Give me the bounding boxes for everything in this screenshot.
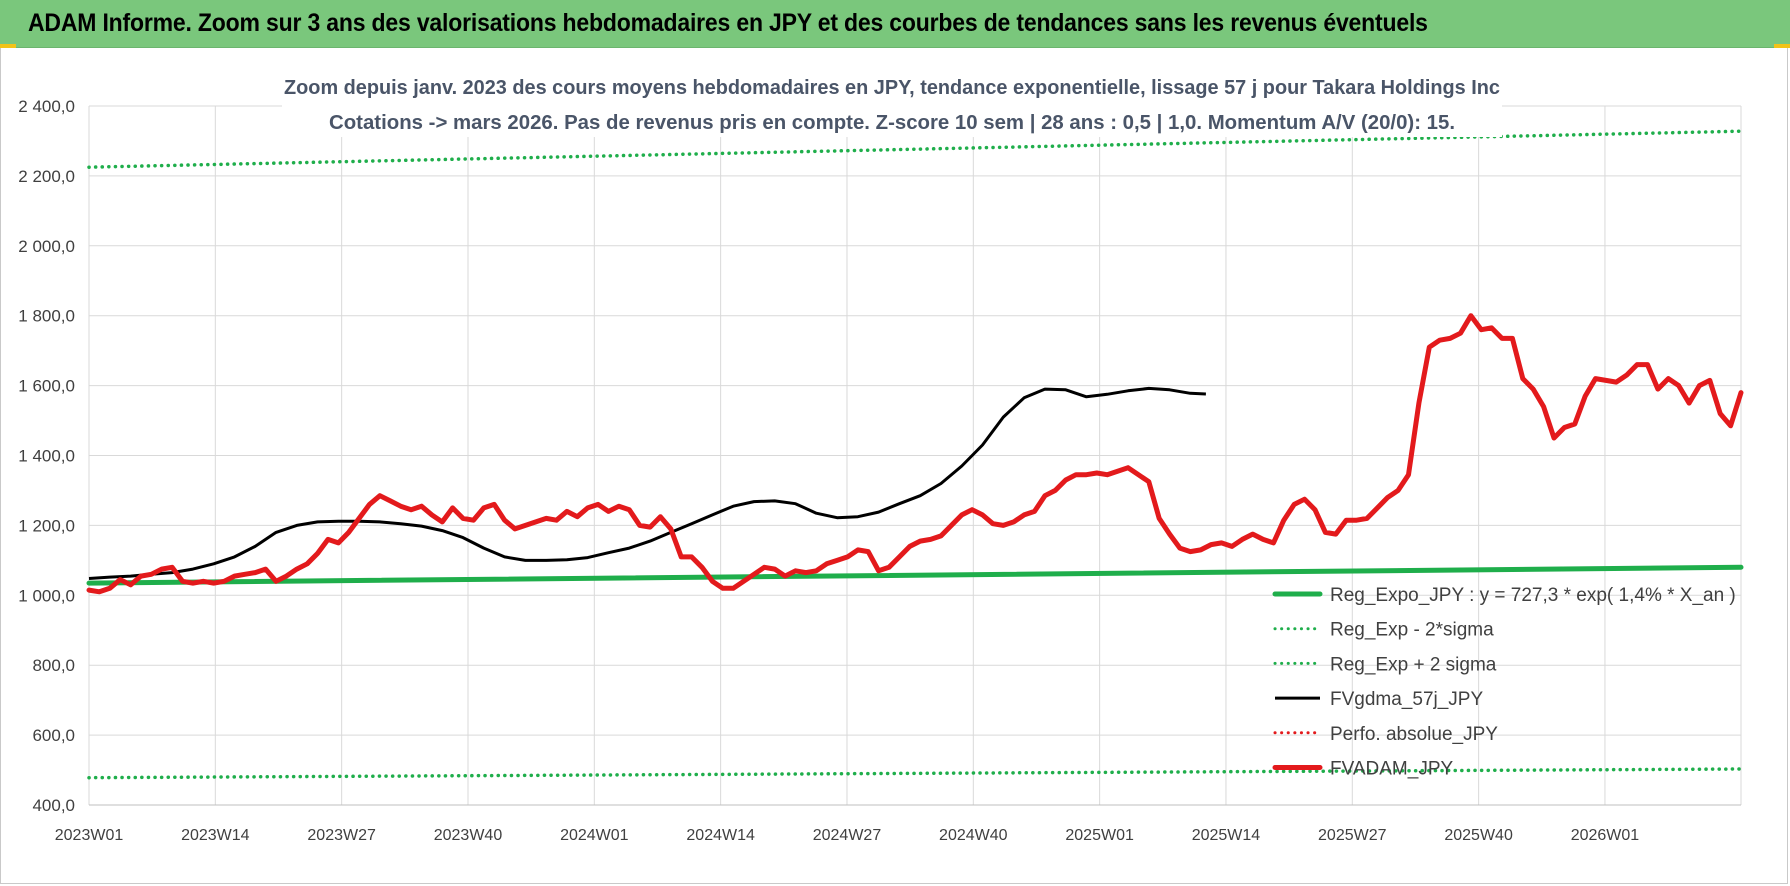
legend-label-4: Perfo. absolue_JPY	[1330, 724, 1498, 745]
y-tick-label: 400,0	[32, 796, 75, 815]
legend-label-1: Reg_Exp - 2*sigma	[1330, 620, 1494, 641]
x-axis-ticks: 2023W01 2023W14 2023W27 2023W40 2024W01 2024W…	[55, 827, 1640, 844]
x-tick-label: 2023W14	[181, 827, 250, 844]
y-tick-label: 800,0	[32, 656, 75, 675]
x-tick-label: 2024W40	[939, 827, 1008, 844]
page-title: ADAM Informe. Zoom sur 3 ans des valoris…	[28, 9, 1428, 37]
x-tick-label: 2024W14	[686, 827, 755, 844]
x-tick-label: 2023W01	[55, 827, 124, 844]
x-tick-label: 2026W01	[1571, 827, 1640, 844]
x-tick-label: 2023W40	[434, 827, 503, 844]
y-tick-label: 1 600,0	[18, 377, 75, 396]
x-tick-label: 2024W01	[560, 827, 629, 844]
series-line-1	[87, 767, 1743, 780]
x-tick-label: 2024W27	[813, 827, 882, 844]
series-layer	[86, 129, 1744, 780]
x-tick-label: 2025W14	[1192, 827, 1261, 844]
grid-lines	[88, 105, 1742, 806]
chart-title-line2: Cotations -> mars 2026. Pas de revenus p…	[329, 112, 1455, 134]
corner-mark-right	[1774, 44, 1790, 48]
header-banner: ADAM Informe. Zoom sur 3 ans des valoris…	[0, 0, 1790, 48]
y-axis-ticks: 400,0 600,0 800,0 1 000,0 1 200,0 1 400,0 1 60…	[18, 97, 75, 815]
y-tick-label: 2 000,0	[18, 237, 75, 256]
series-line-5	[86, 313, 1744, 595]
y-tick-label: 1 400,0	[18, 447, 75, 466]
y-tick-label: 2 400,0	[18, 97, 75, 116]
y-tick-label: 1 000,0	[18, 586, 75, 605]
legend-label-3: FVgdma_57j_JPY	[1330, 689, 1483, 710]
chart-title-line1: Zoom depuis janv. 2023 des cours moyens …	[284, 77, 1500, 99]
y-tick-label: 1 800,0	[18, 307, 75, 326]
x-tick-label: 2023W27	[307, 827, 376, 844]
title-backdrop	[282, 67, 1502, 137]
series-line-0	[86, 564, 1744, 586]
x-tick-label: 2025W27	[1318, 827, 1387, 844]
series-line-3	[88, 386, 1206, 580]
series-line-2	[87, 129, 1743, 169]
corner-mark-left	[0, 44, 16, 48]
y-tick-label: 600,0	[32, 726, 75, 745]
legend-label-5: FVADAM_JPY	[1330, 759, 1454, 780]
x-tick-label: 2025W01	[1065, 827, 1134, 844]
legend-label-2: Reg_Exp + 2 sigma	[1330, 654, 1497, 675]
y-tick-label: 1 200,0	[18, 516, 75, 535]
y-tick-label: 2 200,0	[18, 167, 75, 186]
legend: Reg_Expo_JPY : y = 727,3 * exp( 1,4% * X…	[1272, 585, 1736, 780]
legend-label-0: Reg_Expo_JPY : y = 727,3 * exp( 1,4% * X…	[1330, 585, 1736, 606]
x-tick-label: 2025W40	[1444, 827, 1513, 844]
